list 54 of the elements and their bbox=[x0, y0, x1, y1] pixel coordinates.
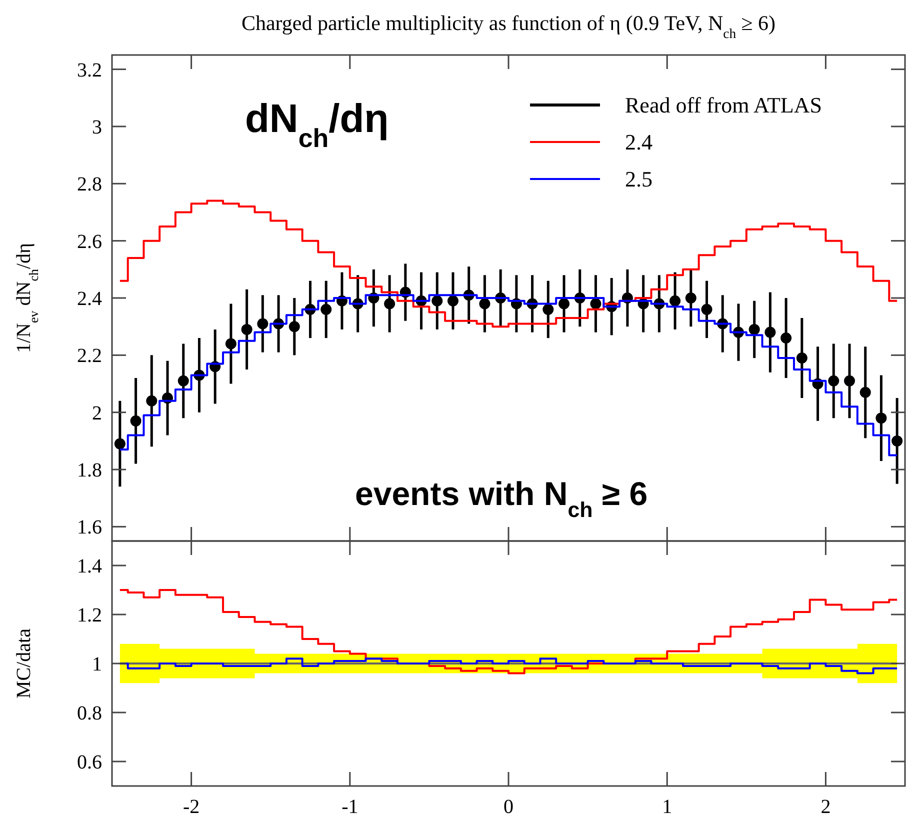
point bbox=[146, 395, 158, 406]
point bbox=[558, 298, 570, 310]
point bbox=[844, 375, 855, 386]
point bbox=[796, 352, 808, 364]
y-axis-title: MC/data bbox=[13, 628, 35, 698]
chart-title: Charged particle multiplicity as function of η (0.9 TeV, N$_{ch}$ ≥ 6) bbox=[241, 11, 776, 40]
y-tick-label: 2.6 bbox=[77, 230, 102, 253]
x-tick-label: -2 bbox=[182, 796, 200, 818]
x-tick-label: 1 bbox=[662, 796, 672, 818]
y-tick-label: 0.8 bbox=[77, 702, 102, 724]
y-tick-label: 2.2 bbox=[77, 345, 102, 368]
y-tick-label: 3.2 bbox=[77, 59, 102, 82]
point bbox=[860, 386, 871, 398]
point bbox=[764, 326, 776, 338]
point bbox=[828, 375, 840, 386]
y-tick-label: 2 bbox=[92, 402, 102, 424]
y-tick-label: 1 bbox=[92, 654, 102, 676]
point bbox=[542, 304, 554, 315]
legend-label: Read off from ATLAS bbox=[625, 92, 822, 118]
y-tick-label: 1.2 bbox=[77, 604, 102, 626]
point bbox=[447, 295, 458, 306]
point bbox=[685, 292, 696, 304]
legend-label: 2.5 bbox=[625, 166, 652, 192]
point bbox=[320, 304, 332, 315]
y-tick-label: 2.8 bbox=[77, 174, 102, 196]
y-tick-label: 0.6 bbox=[77, 752, 102, 774]
legend-label: 2.4 bbox=[625, 130, 652, 155]
point bbox=[384, 298, 396, 310]
point bbox=[130, 415, 142, 426]
y-tick-label: 1.4 bbox=[77, 556, 102, 578]
x-tick-label: 2 bbox=[820, 796, 831, 818]
point bbox=[892, 435, 903, 446]
point bbox=[114, 438, 126, 450]
point bbox=[670, 295, 681, 306]
y-tick-label: 3 bbox=[92, 116, 102, 138]
x-tick-label: 0 bbox=[504, 796, 514, 818]
y-tick-label: 2.4 bbox=[77, 288, 102, 310]
point bbox=[241, 324, 252, 335]
point bbox=[178, 375, 189, 386]
point bbox=[876, 412, 887, 424]
x-tick-label: -1 bbox=[342, 796, 358, 818]
point bbox=[288, 321, 300, 332]
point bbox=[257, 318, 268, 330]
annotation: dN$_{ch}$/dη bbox=[245, 97, 389, 153]
y-tick-label: 1.6 bbox=[77, 516, 102, 539]
annotation: events with N$_{ch}$ ≥ 6 bbox=[355, 475, 648, 522]
point bbox=[479, 298, 490, 310]
point bbox=[225, 338, 236, 350]
point bbox=[590, 298, 602, 310]
point bbox=[748, 324, 760, 335]
point bbox=[432, 295, 443, 306]
point bbox=[701, 304, 712, 315]
y-tick-label: 1.8 bbox=[77, 460, 102, 482]
point bbox=[780, 332, 792, 344]
